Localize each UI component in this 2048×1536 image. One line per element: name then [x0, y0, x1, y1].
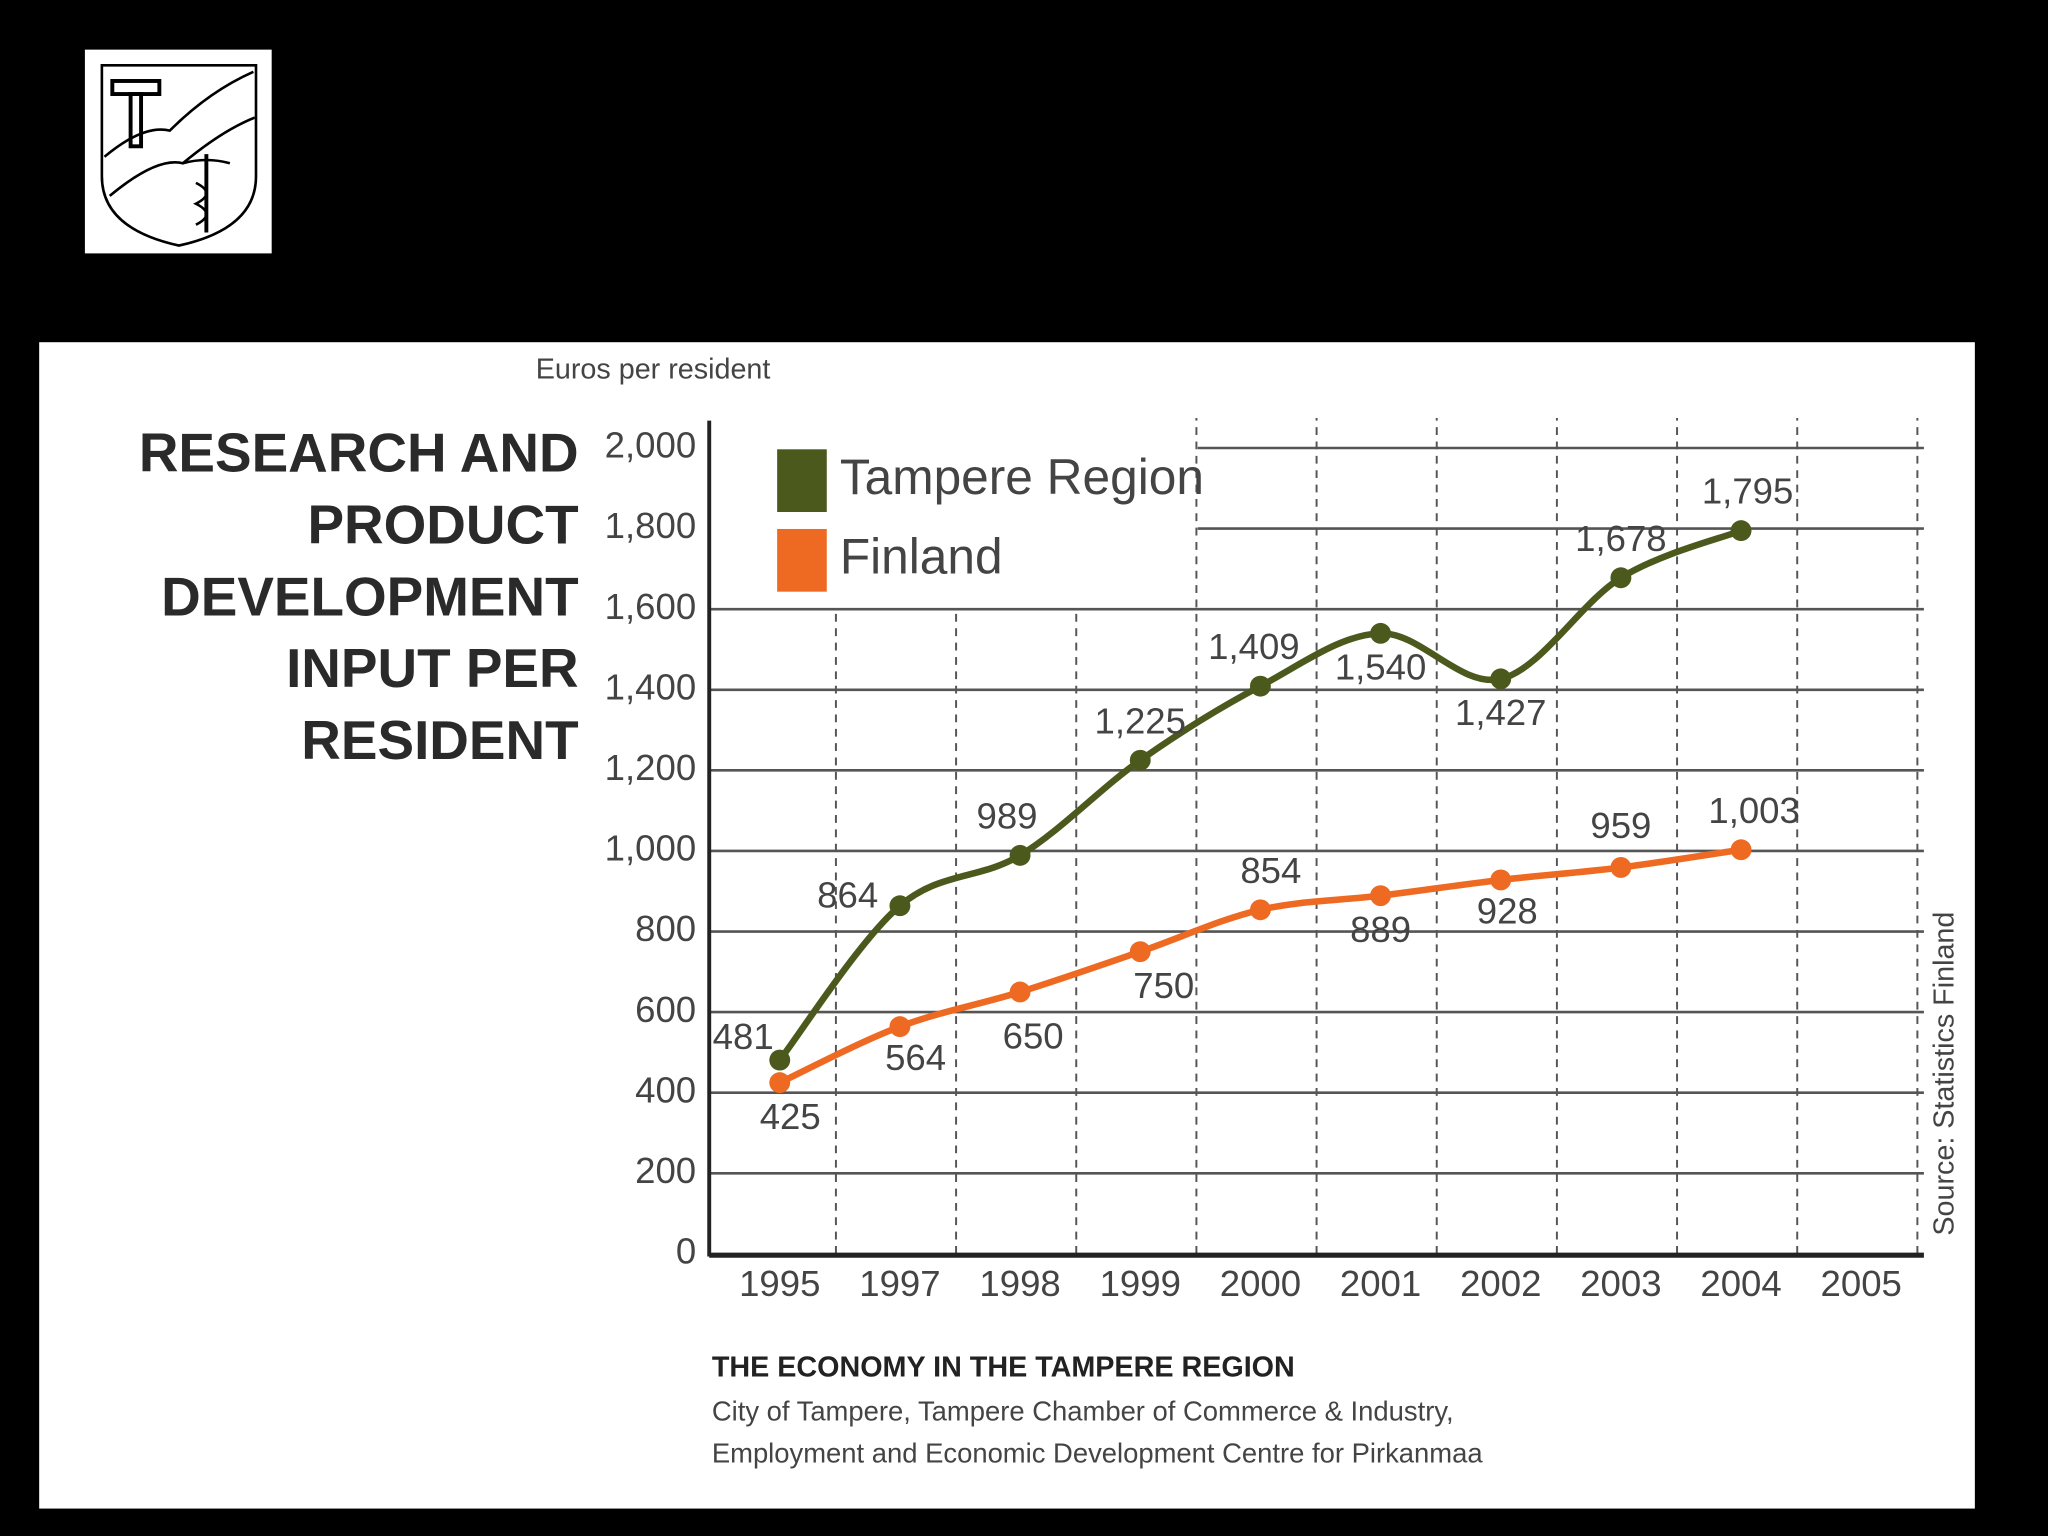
footer-title: THE ECONOMY IN THE TAMPERE REGION — [712, 1351, 1295, 1383]
x-tick-label: 1998 — [979, 1263, 1060, 1304]
y-tick-label: 200 — [635, 1150, 696, 1191]
data-label: 564 — [885, 1037, 946, 1078]
data-point — [769, 1049, 791, 1071]
footer-line: Employment and Economic Development Cent… — [712, 1437, 1484, 1468]
y-tick-label: 1,200 — [605, 747, 697, 788]
x-tick-label: 2003 — [1580, 1263, 1661, 1304]
data-point — [1249, 675, 1271, 697]
legend-label: Finland — [840, 528, 1003, 584]
y-tick-label: 800 — [635, 908, 696, 949]
chart-title: RESIDENT — [301, 709, 578, 771]
data-point — [1129, 941, 1151, 963]
footer-line: City of Tampere, Tampere Chamber of Comm… — [712, 1395, 1454, 1426]
data-label: 864 — [817, 875, 878, 916]
chart-title: PRODUCT — [307, 493, 578, 555]
data-point — [1490, 869, 1512, 891]
source-note: Source: Statistics Finland — [1929, 912, 1961, 1236]
y-tick-label: 1,000 — [605, 828, 697, 869]
data-label: 1,003 — [1708, 790, 1800, 831]
y-axis-label: Euros per resident — [536, 354, 771, 386]
chart-title: RESEARCH AND — [139, 422, 579, 484]
data-point — [1490, 668, 1512, 690]
legend-swatch — [777, 449, 827, 512]
x-tick-label: 2005 — [1821, 1263, 1902, 1304]
legend-swatch — [777, 528, 827, 592]
data-point — [889, 1016, 911, 1038]
data-point — [1009, 844, 1031, 866]
y-tick-label: 1,600 — [605, 586, 697, 627]
data-point — [769, 1072, 791, 1094]
legend-label: Tampere Region — [840, 449, 1204, 505]
data-point — [1009, 981, 1031, 1003]
y-tick-label: 400 — [635, 1069, 696, 1110]
x-tick-label: 2000 — [1220, 1263, 1301, 1304]
x-tick-label: 2002 — [1460, 1263, 1541, 1304]
data-label: 1,795 — [1702, 471, 1794, 512]
x-tick-label: 1997 — [859, 1263, 940, 1304]
data-label: 425 — [760, 1096, 821, 1137]
x-tick-label: 2004 — [1700, 1263, 1781, 1304]
x-tick-label: 2001 — [1340, 1263, 1421, 1304]
data-point — [1249, 899, 1271, 921]
data-label: 481 — [713, 1016, 774, 1057]
data-point — [1370, 622, 1392, 644]
y-tick-label: 1,400 — [605, 666, 697, 707]
data-point — [1370, 885, 1392, 907]
data-label: 1,225 — [1094, 700, 1186, 741]
data-point — [889, 895, 911, 917]
data-label: 928 — [1477, 891, 1538, 932]
data-point — [1730, 839, 1752, 861]
y-tick-label: 600 — [635, 989, 696, 1030]
data-label: 650 — [1003, 1016, 1064, 1057]
chart-panel — [39, 342, 1975, 1509]
chart-title: INPUT PER — [286, 637, 579, 699]
data-label: 1,427 — [1455, 692, 1547, 733]
x-tick-label: 1995 — [739, 1263, 820, 1304]
data-point — [1129, 749, 1151, 771]
data-label: 989 — [977, 795, 1038, 836]
data-label: 750 — [1133, 965, 1194, 1006]
data-label: 1,409 — [1208, 626, 1300, 667]
chart-title: DEVELOPMENT — [161, 565, 578, 627]
data-point — [1730, 520, 1752, 542]
y-tick-label: 1,800 — [605, 505, 697, 546]
logo — [84, 49, 272, 254]
data-label: 959 — [1590, 805, 1651, 846]
data-label: 1,678 — [1575, 518, 1667, 559]
x-tick-label: 1999 — [1100, 1263, 1181, 1304]
data-label: 854 — [1240, 850, 1301, 891]
data-label: 1,540 — [1335, 647, 1427, 688]
data-point — [1610, 567, 1632, 589]
y-tick-label: 0 — [676, 1231, 696, 1272]
data-label: 889 — [1350, 909, 1411, 950]
y-tick-label: 2,000 — [605, 425, 697, 466]
data-point — [1610, 857, 1632, 878]
